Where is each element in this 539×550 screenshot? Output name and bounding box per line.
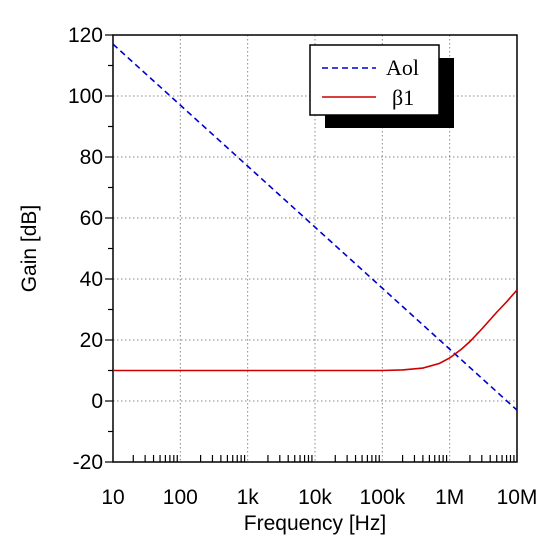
x-tick-label: 1M [435, 486, 464, 509]
y-tick-label: 80 [80, 146, 103, 169]
x-tick-label: 10M [497, 486, 538, 509]
minor-ticks [105, 34, 515, 463]
x-tick-label: 10 [101, 486, 124, 509]
legend-box [309, 44, 440, 116]
series-line-beta1 [113, 289, 518, 372]
x-tick-labels: 10 100 1k 10k 100k 1M 10M [101, 486, 537, 509]
legend-label-aol: Aol [386, 55, 419, 80]
y-tick-labels: -20 0 20 40 60 80 100 120 [68, 24, 103, 474]
y-tick-label: 20 [80, 329, 103, 352]
x-tick-label: 10k [298, 486, 332, 509]
y-tick-label: 0 [91, 390, 103, 413]
y-tick-label: 100 [68, 85, 103, 108]
x-tick-label: 1k [237, 486, 260, 509]
y-axis-title: Gain [dB] [18, 205, 41, 293]
y-tick-label: 60 [80, 207, 103, 230]
series-layer [112, 43, 518, 411]
x-axis-title: Frequency [Hz] [244, 512, 386, 535]
y-tick-label: -20 [73, 451, 103, 474]
y-tick-label: 40 [80, 268, 103, 291]
x-tick-label: 100k [360, 486, 406, 509]
legend: Aol β1 [309, 44, 454, 128]
series-line-aol [112, 43, 518, 411]
plot-area-frame [112, 34, 518, 463]
legend-label-beta1: β1 [392, 85, 414, 110]
y-tick-label: 120 [68, 24, 103, 47]
x-tick-label: 100 [163, 486, 198, 509]
